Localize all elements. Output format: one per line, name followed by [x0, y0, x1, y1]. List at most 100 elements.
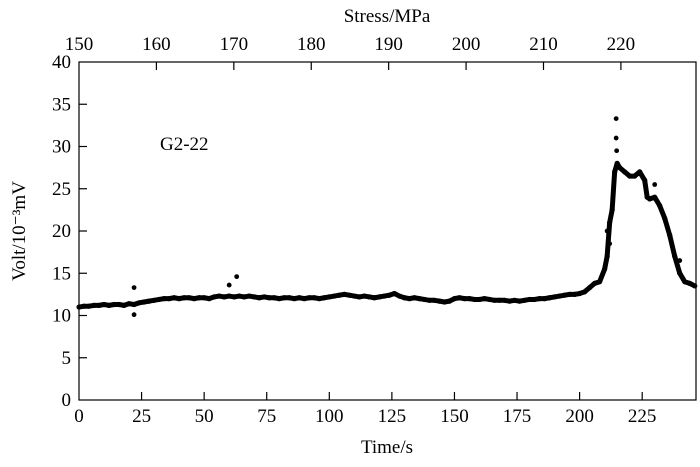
data-point: [206, 296, 212, 302]
data-point: [256, 295, 262, 301]
data-point: [101, 301, 107, 308]
data-point: [171, 295, 177, 301]
data-point: [306, 295, 312, 301]
data-point: [391, 290, 397, 297]
data-point: [381, 293, 387, 299]
data-point: [276, 296, 282, 302]
data-point: [551, 294, 558, 300]
data-point: [401, 295, 407, 301]
outlier-point: [226, 282, 232, 288]
data-point: [496, 297, 503, 303]
data-point: [466, 296, 473, 302]
top-x-tick-label: 170: [220, 34, 249, 55]
data-point: [506, 298, 513, 304]
data-point: [131, 301, 137, 308]
data-point: [316, 296, 322, 302]
data-point: [604, 253, 610, 259]
data-point: [266, 295, 272, 301]
data-point: [456, 295, 463, 301]
x-tick-label: 175: [503, 406, 532, 427]
data-point: [211, 294, 217, 300]
data-point: [602, 266, 608, 272]
data-point: [491, 297, 498, 303]
top-x-tick-label: 150: [65, 34, 94, 55]
data-point: [346, 292, 352, 298]
data-point: [311, 295, 317, 301]
x-tick-label: 150: [440, 406, 469, 427]
data-point: [166, 296, 172, 302]
data-point: [221, 294, 227, 300]
data-point: [181, 295, 187, 301]
data-point: [136, 300, 142, 306]
outlier-point: [614, 148, 620, 154]
data-point: [446, 298, 453, 304]
series-density-band: [78, 160, 696, 310]
data-point: [301, 296, 307, 302]
data-point: [622, 169, 628, 175]
x-tick-label: 200: [565, 406, 594, 427]
outlier-point: [607, 241, 613, 247]
data-point: [637, 169, 643, 175]
data-point: [296, 295, 302, 301]
data-point: [326, 294, 332, 300]
top-x-tick-label: 210: [529, 34, 558, 55]
y-tick-label: 25: [52, 179, 71, 200]
data-point: [361, 293, 367, 299]
data-point: [91, 302, 97, 308]
data-point: [561, 292, 568, 298]
data-point: [341, 291, 347, 297]
data-point: [662, 215, 668, 221]
data-point: [81, 303, 87, 309]
data-point: [196, 295, 202, 301]
data-point: [501, 297, 508, 303]
data-point: [516, 298, 523, 304]
data-point: [546, 295, 553, 301]
data-point: [146, 298, 152, 304]
y-axis-title: Volt/10⁻³mV: [9, 181, 30, 281]
x-tick-label: 50: [195, 406, 214, 427]
data-point: [682, 279, 688, 285]
data-point: [286, 295, 292, 301]
data-point: [121, 302, 127, 308]
data-point: [126, 301, 132, 307]
data-point: [647, 196, 653, 202]
data-point: [271, 295, 277, 301]
data-point: [677, 270, 683, 276]
data-point: [526, 296, 533, 303]
data-point: [236, 293, 242, 299]
data-point: [76, 304, 82, 310]
series-annotation: G2-22: [160, 134, 209, 155]
data-point: [461, 296, 468, 302]
data-point: [657, 203, 663, 209]
y-tick-label: 15: [52, 263, 71, 284]
data-point: [521, 297, 528, 303]
data-point: [531, 296, 538, 303]
data-point: [291, 296, 297, 302]
data-point: [86, 303, 92, 309]
data-point: [191, 296, 197, 302]
data-point: [607, 219, 613, 226]
data-point: [692, 283, 698, 289]
data-point: [566, 291, 573, 297]
x-tick-label: 225: [628, 406, 657, 427]
data-point: [161, 296, 167, 302]
y-tick-label: 40: [52, 52, 71, 73]
top-x-tick-label: 190: [374, 34, 403, 55]
data-point: [597, 279, 603, 285]
y-tick-label: 30: [52, 137, 71, 158]
data-point: [411, 295, 418, 301]
data-point: [421, 296, 428, 303]
data-point: [176, 296, 182, 302]
data-point: [331, 293, 337, 299]
data-point: [486, 296, 493, 303]
y-tick-label: 0: [62, 390, 72, 411]
x-tick-label: 125: [378, 406, 407, 427]
data-point: [396, 293, 402, 299]
outlier-point: [677, 258, 683, 263]
data-point: [351, 293, 357, 299]
data-point: [436, 298, 443, 304]
data-point: [156, 296, 162, 303]
outlier-point: [613, 116, 619, 122]
data-point: [261, 294, 267, 300]
